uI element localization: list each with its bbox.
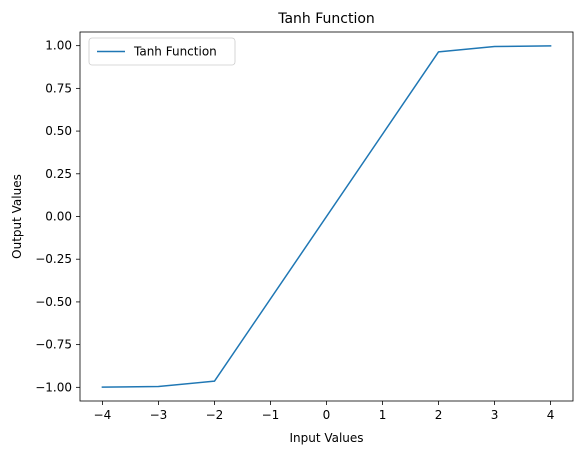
y-tick-label: 0.00: [45, 210, 72, 224]
y-tick-label: −0.25: [35, 252, 72, 266]
x-tick-label: −1: [262, 408, 280, 422]
x-tick-label: −4: [94, 408, 112, 422]
axes-layer: −4 −3 −2 −1 0 1 2 3 4 −1.00 −0.75 −0.50 −0.25 0.00 0.2…: [35, 31, 574, 422]
x-tick-label: 2: [435, 408, 443, 422]
x-tick-label: 1: [379, 408, 387, 422]
x-tick-label: 4: [547, 408, 555, 422]
legend-box: [88, 37, 236, 66]
series-line-0: [101, 45, 552, 388]
x-tick-label: 3: [491, 408, 499, 422]
x-tick-label: −2: [206, 408, 224, 422]
chart-title: Tanh Function: [277, 11, 375, 27]
y-tick-label: 0.50: [45, 124, 72, 138]
y-tick-label: −1.00: [35, 380, 72, 394]
x-tick-label: −3: [150, 408, 168, 422]
y-tick-label: 1.00: [45, 39, 72, 53]
y-tick-label: −0.75: [35, 338, 72, 352]
y-tick-label: 0.25: [45, 167, 72, 181]
legend: Tanh Function: [88, 37, 236, 66]
x-axis-label: Input Values: [289, 431, 363, 445]
series-layer: [101, 45, 552, 388]
y-tick-label: 0.75: [45, 81, 72, 95]
legend-label: Tanh Function: [133, 45, 217, 59]
y-axis-label: Output Values: [10, 174, 24, 259]
y-tick-label: −0.50: [35, 295, 72, 309]
x-tick-label: 0: [323, 408, 331, 422]
